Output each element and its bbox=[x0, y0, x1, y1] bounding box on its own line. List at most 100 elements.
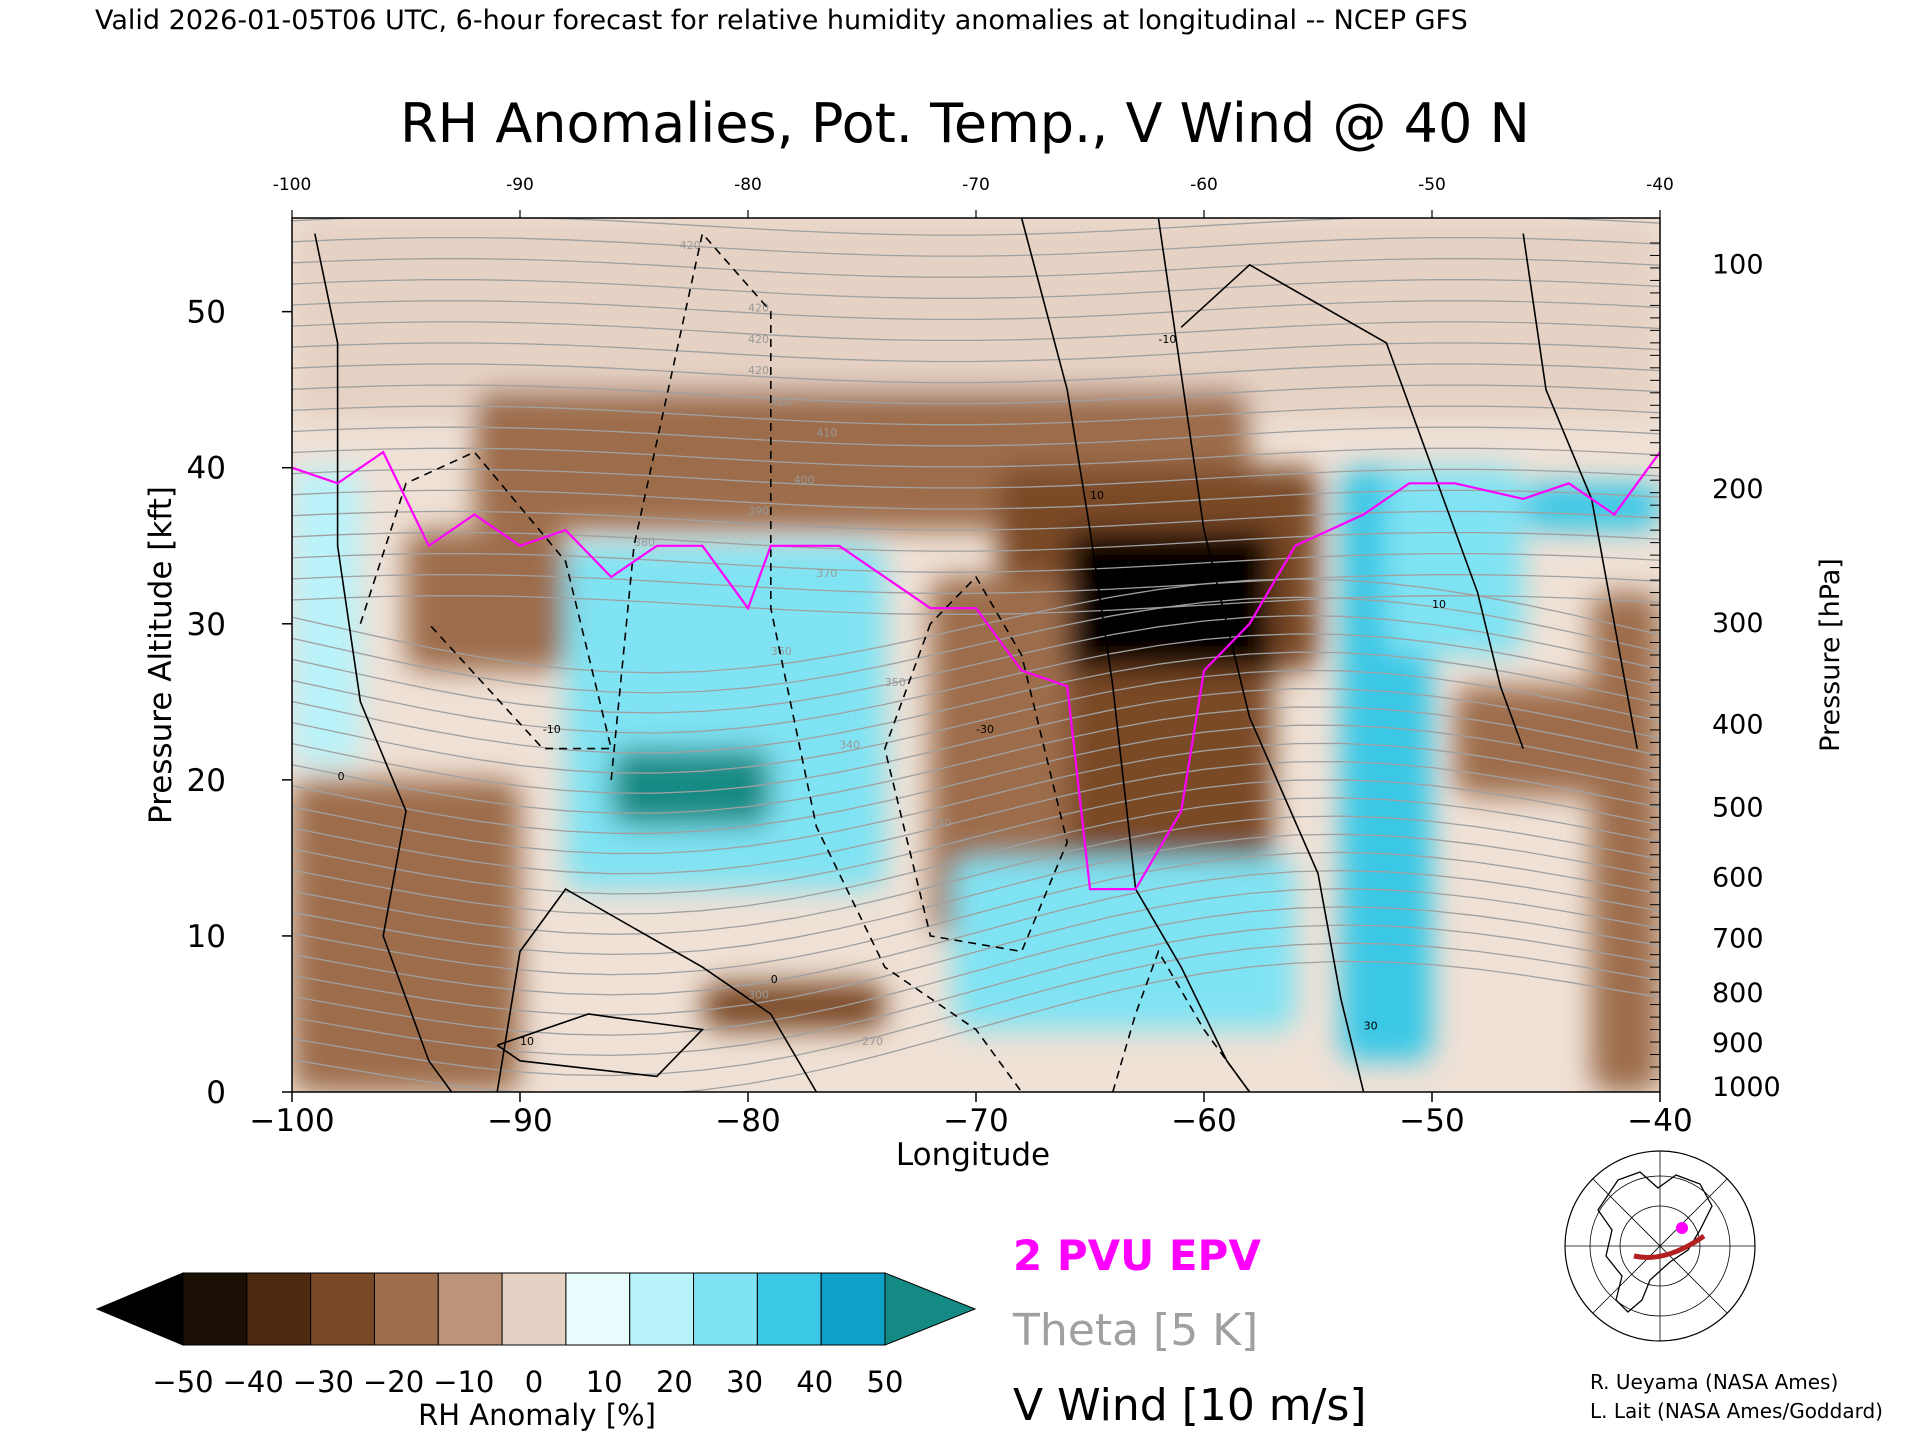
y-tick-label: 40 bbox=[187, 451, 226, 487]
theta-contour bbox=[292, 651, 1660, 754]
x-tick-label: −100 bbox=[249, 1103, 334, 1139]
theta-contour bbox=[292, 279, 1660, 299]
theta-contour bbox=[292, 797, 1660, 915]
v-wind-contour bbox=[1112, 949, 1251, 1092]
y-tick-label: 20 bbox=[187, 763, 226, 799]
rh-anomaly-cell bbox=[565, 545, 885, 890]
v-wind-contour bbox=[359, 451, 613, 750]
colorbar-tick-label: 50 bbox=[867, 1365, 904, 1399]
v-wind-contour bbox=[496, 1013, 705, 1078]
theta-contour bbox=[292, 595, 1660, 615]
theta-label: 370 bbox=[816, 567, 837, 580]
colorbar-swatch bbox=[820, 1272, 886, 1346]
theta-label: 390 bbox=[748, 505, 769, 518]
theta-label: 400 bbox=[794, 473, 815, 486]
x-tick-label: −80 bbox=[715, 1103, 780, 1139]
plot-area: 2703003303403503603703803904004104204204… bbox=[187, 175, 1781, 1139]
epv-2pvu-line bbox=[292, 450, 1660, 891]
rh-anomaly-cell bbox=[292, 467, 361, 765]
credit-line-2: L. Lait (NASA Ames/Goddard) bbox=[1590, 1399, 1883, 1423]
theta-contour bbox=[292, 742, 1660, 855]
colorbar-swatch bbox=[182, 1272, 248, 1346]
v-wind-label: 30 bbox=[1364, 1020, 1378, 1033]
v-wind-label: 10 bbox=[1432, 598, 1446, 611]
theta-contour bbox=[292, 447, 1660, 468]
theta-label: 380 bbox=[634, 536, 655, 549]
pressure-tick-label: 1000 bbox=[1712, 1072, 1781, 1103]
pressure-tick-label: 500 bbox=[1712, 792, 1764, 823]
theta-contour bbox=[292, 426, 1660, 447]
v-wind-contours: 0 10 -10 0 10 10 30 -30 -10 bbox=[314, 218, 1638, 1092]
y-tick-label: 30 bbox=[187, 607, 226, 643]
legend-vwind: V Wind [10 m/s] bbox=[1013, 1380, 1367, 1431]
colorbar-swatch bbox=[565, 1272, 631, 1346]
rh-anomaly-cell bbox=[611, 748, 771, 827]
x-axis-label: Longitude bbox=[896, 1137, 1050, 1173]
x-tick-label: −90 bbox=[487, 1103, 552, 1139]
theta-label: 420 bbox=[748, 364, 769, 377]
x-tick-label-top: -90 bbox=[506, 175, 534, 195]
theta-contours: 2703003303403503603703803904004104204204… bbox=[292, 218, 1660, 1092]
rh-anomaly-field bbox=[292, 218, 1660, 1092]
rh-anomaly-cell bbox=[702, 982, 885, 1030]
x-tick-label: −70 bbox=[943, 1103, 1008, 1139]
rh-anomaly-cell bbox=[292, 779, 520, 1092]
theta-contour bbox=[292, 724, 1660, 834]
x-tick-label-top: -50 bbox=[1418, 175, 1446, 195]
theta-label: 340 bbox=[839, 739, 860, 752]
theta-label: 420 bbox=[771, 395, 792, 408]
v-wind-label: -10 bbox=[543, 723, 561, 736]
v-wind-label: 0 bbox=[338, 770, 345, 783]
x-tick-label-top: -60 bbox=[1190, 175, 1218, 195]
theta-contour bbox=[292, 869, 1660, 996]
theta-contour bbox=[292, 363, 1660, 384]
v-wind-label: 10 bbox=[1090, 489, 1104, 502]
x-tick-label: −60 bbox=[1171, 1103, 1236, 1139]
colorbar-swatch bbox=[246, 1272, 312, 1346]
theta-contour bbox=[292, 614, 1660, 714]
v-wind-contour bbox=[496, 888, 818, 1092]
v-wind-label: 0 bbox=[771, 973, 778, 986]
rh-anomaly-cell bbox=[1386, 467, 1524, 655]
theta-label: 270 bbox=[862, 1035, 883, 1048]
theta-contour bbox=[292, 596, 1660, 694]
theta-label: 410 bbox=[816, 427, 837, 440]
colorbar-tick-label: 30 bbox=[726, 1365, 763, 1399]
plot-frame bbox=[291, 217, 1661, 1093]
y-axis-right-label: Pressure [hPa] bbox=[1815, 558, 1846, 752]
pressure-tick-label: 200 bbox=[1712, 474, 1764, 505]
x-tick-label-top: -40 bbox=[1646, 175, 1674, 195]
v-wind-contour bbox=[314, 233, 453, 1092]
rh-anomaly-cell bbox=[1067, 530, 1273, 687]
colorbar-swatch bbox=[373, 1272, 439, 1346]
theta-contour bbox=[292, 574, 1660, 594]
x-tick-label-top: -100 bbox=[273, 175, 312, 195]
colorbar-swatch bbox=[756, 1272, 822, 1346]
pressure-tick-label: 600 bbox=[1712, 863, 1764, 894]
rh-anomaly-cell bbox=[1454, 686, 1615, 796]
legend-theta: Theta [5 K] bbox=[1012, 1305, 1258, 1356]
x-tick-label: −50 bbox=[1399, 1103, 1464, 1139]
theta-contour bbox=[292, 218, 1660, 236]
rh-anomaly-shading bbox=[292, 218, 1660, 1092]
v-wind-label: -30 bbox=[976, 723, 994, 736]
theta-contour bbox=[292, 300, 1660, 321]
theta-contour bbox=[292, 578, 1660, 674]
theta-contour bbox=[292, 405, 1660, 426]
y-axis-left-label: Pressure Altitude [kft] bbox=[143, 486, 179, 824]
theta-contour bbox=[292, 258, 1660, 278]
pressure-tick-label: 800 bbox=[1712, 978, 1764, 1009]
theta-contour bbox=[292, 236, 1660, 257]
chart-title: RH Anomalies, Pot. Temp., V Wind @ 40 N bbox=[400, 92, 1530, 155]
map-point-marker bbox=[1676, 1222, 1688, 1234]
colorbar-swatch bbox=[310, 1272, 375, 1346]
pressure-tick-label: 400 bbox=[1712, 710, 1764, 741]
theta-contour bbox=[292, 760, 1660, 875]
theta-contour bbox=[292, 688, 1660, 794]
x-tick-label-top: -70 bbox=[962, 175, 990, 195]
y-tick-label: 50 bbox=[187, 295, 226, 331]
theta-contour bbox=[292, 851, 1660, 976]
theta-contour bbox=[292, 706, 1660, 814]
v-wind-contour bbox=[1020, 218, 1251, 1092]
